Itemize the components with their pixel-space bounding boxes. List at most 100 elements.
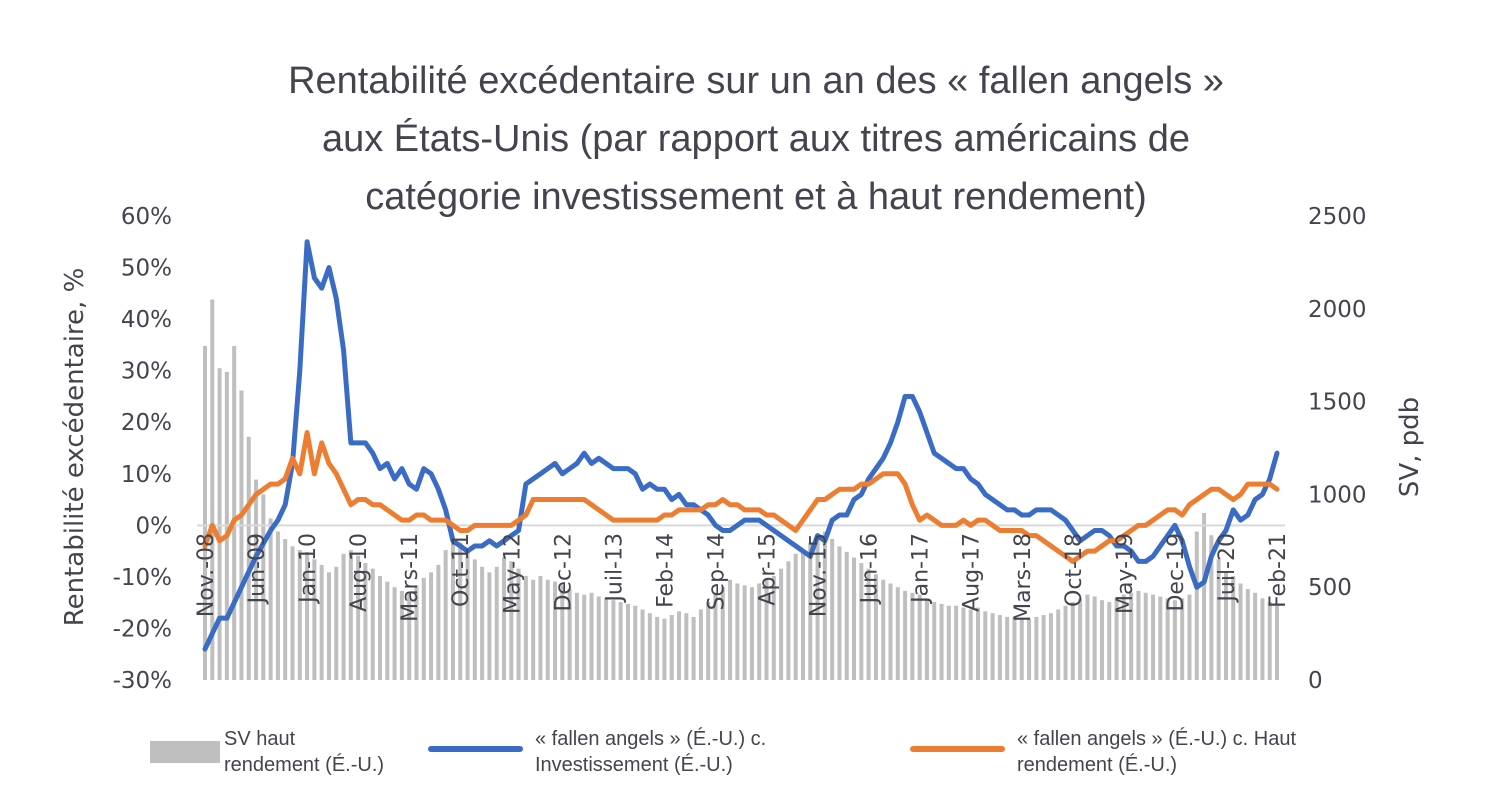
right-tick-label: 1500 bbox=[1308, 390, 1367, 416]
bar-sv bbox=[283, 538, 288, 680]
x-tick-label: May-12 bbox=[500, 533, 525, 614]
bar-sv bbox=[808, 542, 813, 680]
bar-sv bbox=[480, 566, 485, 680]
bar-sv bbox=[275, 531, 280, 680]
legend-label: SV haut rendement (É.-U.) bbox=[224, 726, 384, 778]
left-tick-label: 50% bbox=[121, 256, 172, 282]
bar-sv bbox=[1048, 613, 1053, 680]
x-tick-label: Aug-17 bbox=[960, 533, 985, 612]
bar-sv bbox=[472, 559, 477, 680]
bar-sv bbox=[924, 598, 929, 680]
legend-label-line: rendement (É.-U.) bbox=[224, 754, 385, 776]
bar-sv bbox=[450, 538, 455, 680]
bar-sv bbox=[1121, 594, 1126, 680]
x-tick-label: May-19 bbox=[1113, 533, 1138, 614]
bar-sv bbox=[1151, 594, 1156, 680]
x-tick-label: Nov.-08 bbox=[194, 533, 219, 617]
bar-sv bbox=[757, 583, 762, 680]
right-tick-label: 2500 bbox=[1308, 204, 1367, 230]
bar-sv bbox=[954, 605, 959, 680]
bar-sv bbox=[976, 607, 981, 680]
bar-sv bbox=[939, 603, 944, 680]
line-series-group bbox=[202, 239, 1280, 652]
bar-sv bbox=[706, 602, 711, 680]
bar-sv bbox=[487, 572, 492, 680]
legend-label-line: SV haut bbox=[224, 728, 296, 750]
right-axis-ticks: 2500 2000 1500 1000 500 0 bbox=[1308, 204, 1367, 694]
bar-sv bbox=[735, 583, 740, 680]
bar-sv bbox=[1172, 600, 1177, 680]
bar-sv bbox=[297, 550, 302, 680]
bar-sv bbox=[538, 576, 543, 680]
bar-sv bbox=[1107, 602, 1112, 680]
x-tick-label: Oct-11 bbox=[449, 533, 474, 607]
bar-sv bbox=[261, 494, 266, 680]
bar-sv bbox=[1063, 605, 1068, 680]
bar-sv bbox=[997, 615, 1002, 680]
bar-sv bbox=[779, 568, 784, 680]
bar-sv bbox=[662, 618, 667, 680]
left-axis-title: Rentabilité excédentaire, % bbox=[60, 268, 90, 627]
legend-item-sv: SV haut rendement (É.-U.) bbox=[150, 726, 384, 778]
chart-title-line: catégorie investissement et à haut rende… bbox=[365, 176, 1147, 218]
bar-sv bbox=[1019, 618, 1024, 680]
bar-sv bbox=[793, 553, 798, 680]
bar-sv bbox=[990, 613, 995, 680]
bar-sv bbox=[1085, 594, 1090, 680]
bar-sv bbox=[815, 535, 820, 680]
bar-sv bbox=[655, 616, 660, 680]
legend-swatch-bar bbox=[150, 741, 220, 763]
legend-label-line: « fallen angels » (É.-U.) c. Haut bbox=[1017, 728, 1297, 750]
bar-sv bbox=[1165, 598, 1170, 680]
bar-sv bbox=[1202, 512, 1207, 680]
bar-sv bbox=[531, 579, 536, 680]
left-tick-label: 40% bbox=[121, 307, 172, 333]
bar-sv bbox=[414, 585, 419, 680]
bar-sv bbox=[1238, 583, 1243, 680]
right-tick-label: 2000 bbox=[1308, 297, 1367, 323]
bar-sv bbox=[691, 616, 696, 680]
bar-sv bbox=[866, 568, 871, 680]
chart-title: Rentabilité excédentaire sur un an des «… bbox=[0, 52, 1512, 226]
left-tick-label: -10% bbox=[113, 565, 172, 591]
line-investment-grade bbox=[202, 239, 1280, 652]
bar-sv bbox=[378, 576, 383, 680]
bar-sv bbox=[983, 611, 988, 680]
bar-sv bbox=[1223, 572, 1228, 680]
bar-sv bbox=[961, 607, 966, 680]
bar-sv bbox=[421, 577, 426, 680]
bar-sv bbox=[1231, 576, 1236, 680]
bar-sv bbox=[1267, 602, 1272, 680]
bar-sv bbox=[494, 566, 499, 680]
bar-sv bbox=[822, 531, 827, 680]
bar-sv bbox=[268, 518, 273, 680]
bar-sv bbox=[202, 345, 207, 680]
left-tick-label: 20% bbox=[121, 410, 172, 436]
bar-sv bbox=[246, 436, 251, 680]
bar-sv bbox=[210, 299, 215, 680]
bar-sv bbox=[232, 345, 237, 680]
bar-sv bbox=[771, 576, 776, 680]
bar-sv bbox=[312, 559, 317, 680]
bar-sv bbox=[509, 561, 514, 680]
bar-sv bbox=[356, 555, 361, 680]
left-tick-label: -30% bbox=[113, 668, 172, 694]
bar-sv bbox=[625, 603, 630, 680]
bar-sv bbox=[1209, 535, 1214, 680]
bar-sv bbox=[837, 546, 842, 680]
bar-sv bbox=[1027, 618, 1032, 680]
legend-swatch-line-blue bbox=[428, 746, 523, 752]
bar-sv bbox=[501, 557, 506, 680]
bar-sv bbox=[1078, 598, 1083, 680]
bar-sv bbox=[1158, 596, 1163, 680]
bar-sv bbox=[800, 550, 805, 680]
bar-sv bbox=[917, 594, 922, 680]
bar-sv bbox=[1099, 600, 1104, 680]
x-tick-label: Feb-14 bbox=[653, 533, 678, 608]
x-tick-label: Sep-14 bbox=[705, 533, 730, 610]
bar-sv bbox=[326, 572, 331, 680]
bar-sv bbox=[1187, 594, 1192, 680]
x-tick-label: Jun-16 bbox=[858, 533, 883, 605]
line-high-yield bbox=[202, 430, 1280, 564]
